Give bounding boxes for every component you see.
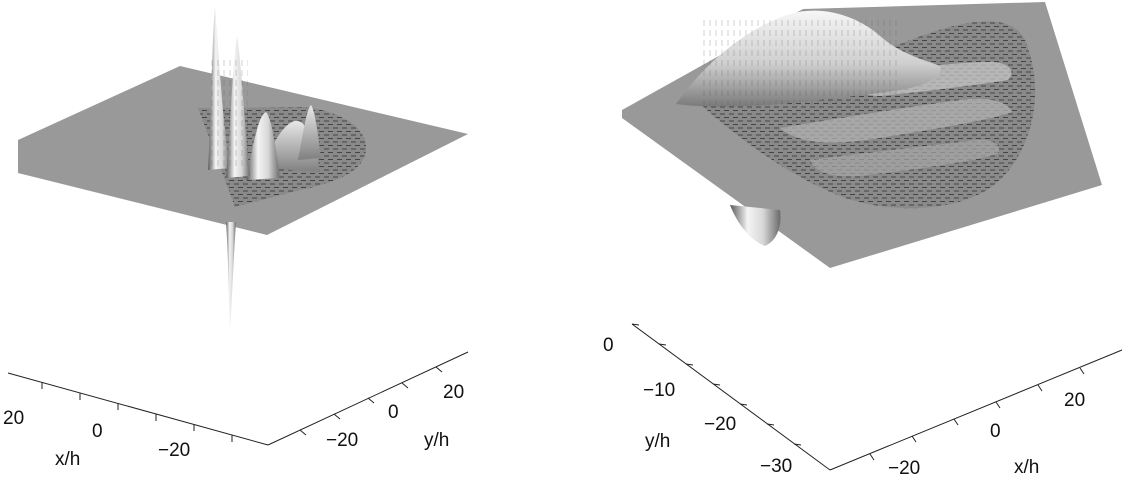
left-x-ticks: [41, 382, 233, 442]
right-x-tick-label: −20: [888, 458, 920, 479]
right-x-tick-label: 20: [1064, 390, 1085, 411]
right-y-tick-label: −30: [760, 456, 792, 477]
left-surface-plot: 20 0 −20 x/h −20 0 20 y/h: [3, 7, 469, 470]
left-x-axis-line: [7, 372, 269, 446]
left-x-tick-label: 0: [92, 421, 103, 442]
right-y-axis-line: [631, 323, 831, 471]
left-y-ticks: [299, 366, 443, 436]
right-y-tick-label: −10: [643, 380, 675, 401]
left-y-tick-label: 0: [388, 402, 399, 423]
left-x-axis-label: x/h: [55, 449, 80, 470]
right-x-axis-line: [829, 349, 1123, 471]
left-x-tick-label: −20: [158, 440, 190, 461]
right-y-axis-label: y/h: [645, 431, 670, 452]
left-peak-hatch: [210, 60, 248, 170]
right-y-tick-label: −20: [704, 414, 736, 435]
right-x-ticks: [869, 367, 1085, 461]
right-hump-hatch: [700, 20, 900, 105]
right-x-tick-label: 0: [990, 421, 1001, 442]
left-negative-spike: [226, 222, 236, 330]
left-x-tick-label: 20: [3, 408, 24, 429]
right-x-axis-label: x/h: [1014, 457, 1039, 478]
left-y-axis-label: y/h: [424, 430, 449, 451]
left-bump-small: [298, 105, 321, 160]
right-surface-plot: 0 −10 −20 −30 y/h −20 0 20 x/h: [603, 2, 1123, 479]
right-negative-lobe: [730, 205, 781, 246]
left-y-tick-label: 20: [443, 382, 464, 403]
left-bump-mid: [246, 112, 280, 180]
right-y-tick-label: 0: [603, 335, 614, 356]
left-y-tick-label: −20: [326, 430, 358, 451]
right-ripple-band: [780, 98, 1012, 143]
right-ripple-band: [810, 139, 1000, 177]
right-y-ticks: [631, 323, 802, 446]
